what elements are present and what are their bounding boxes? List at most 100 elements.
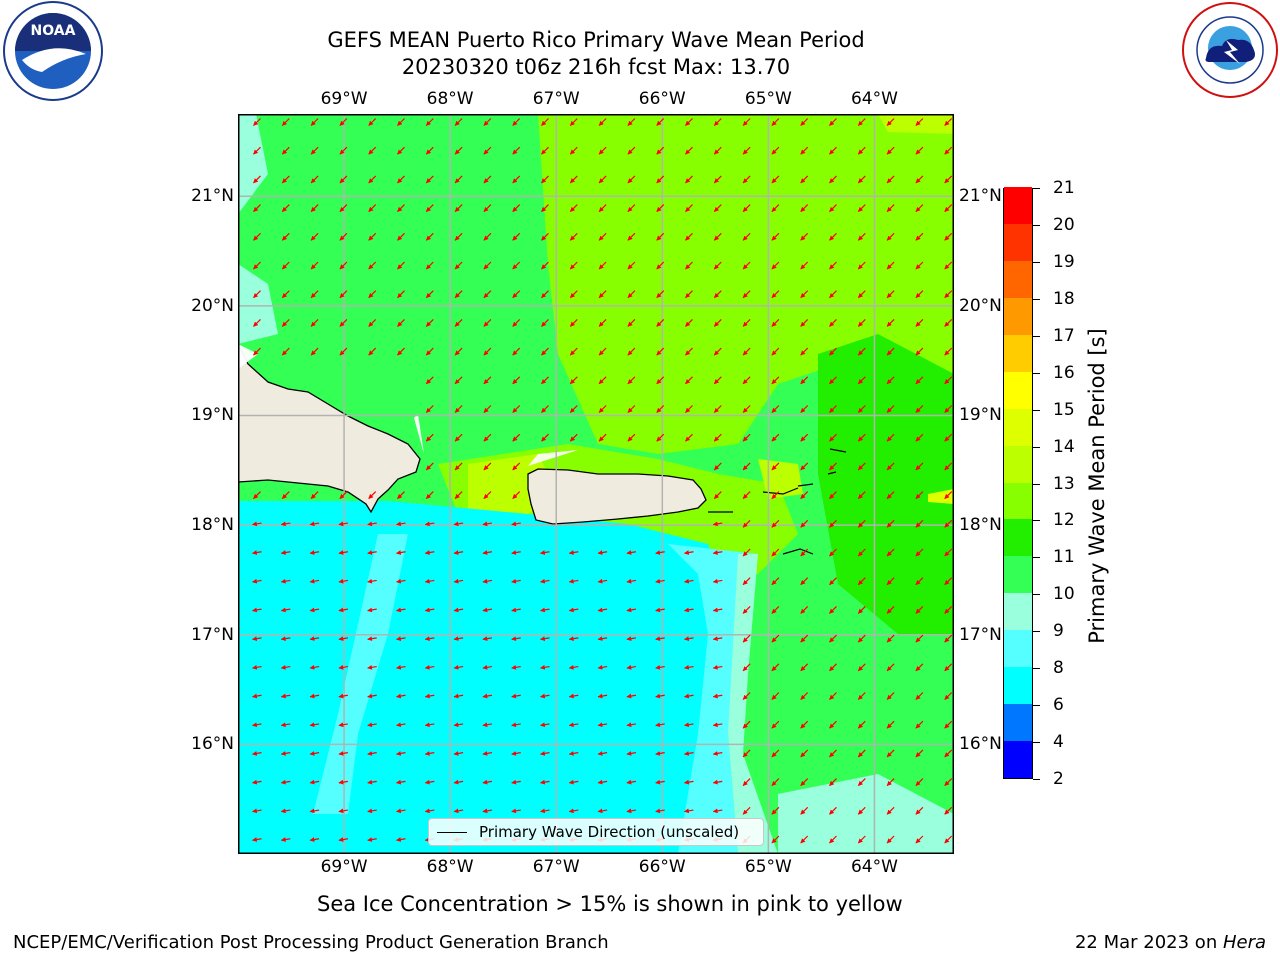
wave-direction-arrow: [915, 318, 924, 327]
wave-direction-arrow: [656, 118, 665, 126]
wave-direction-arrow: [367, 636, 377, 642]
wave-direction-arrow: [857, 835, 866, 844]
wave-direction-arrow: [453, 808, 464, 814]
wave-direction-arrow: [425, 318, 434, 327]
wave-direction-arrow: [915, 720, 924, 729]
wave-direction-arrow: [829, 806, 837, 815]
wave-direction-arrow: [944, 778, 953, 787]
wave-direction-arrow: [712, 664, 723, 670]
wave-direction-arrow: [568, 550, 579, 555]
colorbar-segment: [1004, 260, 1032, 298]
wave-direction-arrow: [944, 318, 953, 327]
colorbar-title: Primary Wave Mean Period [s]: [1085, 328, 1109, 644]
wave-direction-arrow: [368, 318, 377, 327]
wave-direction-arrow: [800, 491, 809, 500]
wave-direction-arrow: [540, 751, 550, 756]
wave-direction-arrow: [829, 405, 837, 413]
wave-direction-arrow: [800, 720, 809, 729]
wave-direction-arrow: [742, 204, 751, 213]
wave-direction-arrow: [857, 146, 866, 155]
colorbar-tick-mark: [1033, 188, 1040, 189]
wave-direction-arrow: [368, 261, 377, 270]
footer-date: 22 Mar 2023 on: [1074, 932, 1223, 953]
wave-direction-arrow: [886, 778, 895, 787]
wave-direction-arrow: [829, 519, 837, 528]
wave-direction-arrow: [540, 722, 550, 728]
wave-direction-arrow: [800, 778, 809, 787]
wave-direction-arrow: [857, 318, 866, 327]
wave-direction-arrow: [512, 491, 521, 500]
wave-direction-arrow: [829, 491, 837, 500]
wave-direction-arrow: [280, 607, 291, 613]
wave-direction-arrow: [397, 491, 405, 500]
lat-tick-label-left: 20°N: [191, 295, 234, 316]
wave-direction-arrow: [915, 634, 924, 643]
wave-direction-arrow: [944, 146, 953, 155]
wave-direction-arrow: [771, 491, 780, 500]
wave-direction-arrow: [453, 550, 464, 555]
wave-direction-arrow: [627, 118, 636, 126]
wave-direction-arrow: [626, 578, 636, 584]
wave-direction-arrow: [712, 779, 723, 785]
wave-direction-arrow: [800, 462, 809, 471]
wave-direction-arrow: [742, 577, 751, 586]
wave-direction-arrow: [829, 577, 837, 586]
wave-direction-arrow: [482, 578, 492, 584]
wave-direction-arrow: [742, 778, 751, 787]
wave-direction-arrow: [482, 722, 492, 728]
wave-direction-arrow: [944, 749, 953, 758]
colorbar-tick-mark: [1033, 446, 1040, 448]
wave-direction-arrow: [568, 636, 579, 642]
lat-tick-label-left: 21°N: [191, 186, 234, 207]
wave-direction-arrow: [482, 808, 492, 814]
wave-direction-arrow: [655, 607, 665, 613]
wave-direction-arrow: [339, 175, 348, 184]
wave-direction-arrow: [569, 433, 578, 442]
wave-direction-arrow: [944, 347, 953, 356]
wave-direction-arrow: [253, 175, 261, 184]
nodata-pr: [528, 450, 578, 466]
wave-direction-arrow: [857, 261, 866, 270]
wave-direction-arrow: [512, 118, 521, 126]
wave-direction-arrow: [857, 778, 866, 787]
wave-direction-arrow: [829, 175, 837, 184]
wave-direction-arrow: [800, 663, 809, 672]
wave-direction-arrow: [511, 808, 521, 814]
wave-direction-arrow: [367, 808, 377, 814]
wave-direction-arrow: [915, 577, 924, 586]
wave-direction-arrow: [569, 118, 578, 126]
wave-direction-arrow: [915, 749, 924, 758]
wave-direction-arrow: [252, 808, 262, 814]
lon-tick-label-bottom: 68°W: [426, 857, 474, 877]
wave-direction-arrow: [367, 664, 377, 670]
wave-direction-arrow: [829, 318, 837, 327]
wave-direction-arrow: [626, 550, 636, 555]
wave-direction-arrow: [626, 751, 636, 756]
wave-direction-arrow: [742, 663, 751, 672]
wave-direction-arrow: [944, 692, 953, 700]
wave-direction-arrow: [597, 693, 608, 699]
colorbar-segment: [1004, 592, 1032, 631]
wave-direction-arrow: [771, 261, 780, 270]
wave-direction-arrow: [424, 779, 435, 785]
colorbar-tick-label: 20: [1053, 214, 1075, 235]
wave-direction-arrow: [367, 550, 377, 555]
colorbar-tick-mark: [1033, 261, 1040, 263]
graticule: [238, 114, 954, 854]
wave-direction-arrow: [829, 835, 837, 844]
wave-direction-arrow: [685, 146, 693, 155]
wave-direction-arrow: [626, 607, 636, 613]
chart-title-line2: 20230320 t06z 216h fcst Max: 13.70: [401, 55, 791, 79]
wave-direction-arrow: [713, 433, 722, 442]
wave-direction-arrow: [627, 290, 636, 299]
colorbar-segment: [1004, 629, 1032, 668]
wave-direction-arrow: [483, 347, 492, 356]
wave-direction-arrow: [771, 663, 780, 672]
wave-direction-arrow: [656, 146, 665, 155]
colorbar-segment: [1004, 334, 1032, 372]
wave-direction-arrow: [857, 290, 866, 299]
wave-direction-arrow: [598, 376, 607, 385]
wave-direction-arrow: [540, 607, 550, 613]
wave-direction-arrow: [712, 693, 723, 699]
lat-tick-label-right: 16°N: [959, 734, 1002, 755]
